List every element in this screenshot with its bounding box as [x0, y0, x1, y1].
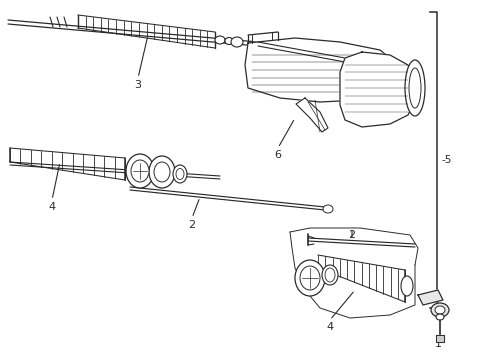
Text: 1: 1 [435, 339, 441, 349]
Ellipse shape [401, 276, 413, 296]
Ellipse shape [435, 306, 445, 314]
Polygon shape [418, 290, 443, 305]
Polygon shape [296, 98, 328, 132]
Ellipse shape [131, 160, 149, 182]
Text: 2: 2 [348, 230, 356, 240]
Ellipse shape [126, 154, 154, 188]
Ellipse shape [322, 265, 338, 285]
Text: 4: 4 [326, 322, 334, 332]
Ellipse shape [149, 156, 175, 188]
Text: 3: 3 [134, 80, 142, 90]
Ellipse shape [323, 205, 333, 213]
Ellipse shape [436, 314, 444, 320]
Ellipse shape [231, 37, 243, 47]
Ellipse shape [225, 37, 233, 45]
Ellipse shape [154, 162, 170, 182]
Polygon shape [245, 38, 395, 102]
Ellipse shape [405, 60, 425, 116]
Text: -5: -5 [441, 155, 451, 165]
Ellipse shape [431, 303, 449, 317]
Ellipse shape [325, 268, 335, 282]
Ellipse shape [295, 260, 325, 296]
Ellipse shape [176, 168, 184, 180]
Polygon shape [340, 52, 415, 127]
Text: 2: 2 [189, 220, 196, 230]
Ellipse shape [173, 165, 187, 183]
Text: 6: 6 [274, 150, 281, 160]
Text: 4: 4 [49, 202, 55, 212]
Ellipse shape [300, 266, 320, 290]
Ellipse shape [409, 68, 421, 108]
Ellipse shape [215, 36, 225, 44]
Polygon shape [436, 335, 444, 342]
